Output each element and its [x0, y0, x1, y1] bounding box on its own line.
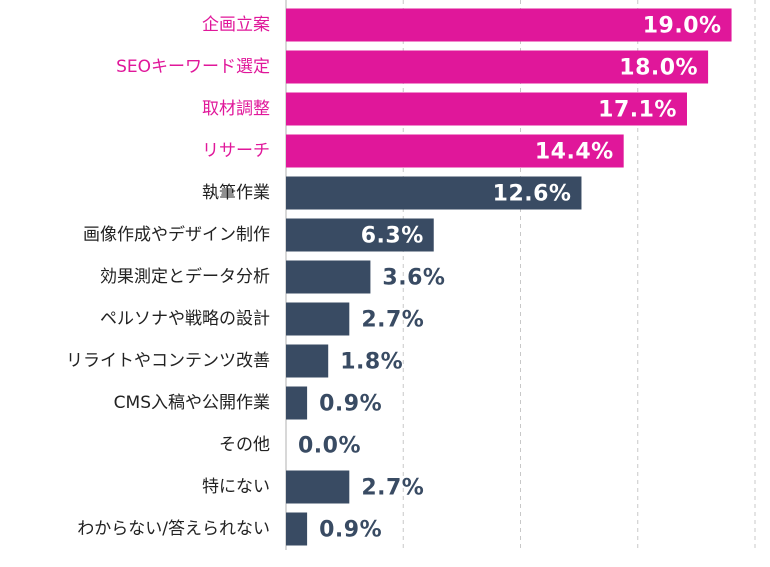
category-label: ペルソナや戦略の設計 — [100, 309, 270, 329]
bar — [286, 386, 308, 420]
category-label: SEOキーワード選定 — [116, 57, 270, 77]
bar — [286, 512, 308, 546]
bar — [286, 176, 582, 210]
value-label: 0.9% — [319, 518, 382, 543]
value-label: 0.0% — [298, 434, 361, 459]
category-label: 執筆作業 — [202, 183, 270, 203]
value-label: 6.3% — [361, 224, 424, 249]
category-label: その他 — [219, 435, 270, 455]
category-label: わからない/答えられない — [77, 519, 270, 539]
value-label: 2.7% — [361, 476, 424, 501]
category-label: 取材調整 — [202, 99, 270, 119]
category-label: リライトやコンテンツ改善 — [66, 351, 270, 371]
bar — [286, 92, 687, 126]
value-label: 12.6% — [493, 182, 572, 207]
category-label: 効果測定とデータ分析 — [100, 266, 270, 287]
value-label: 1.8% — [340, 350, 403, 375]
value-labels: 19.0% 18.0% 17.1% 14.4% 12.6% 6.3% 3.6% 2.7% 1.8… — [298, 14, 722, 543]
category-label: 企画立案 — [202, 15, 270, 35]
bar — [286, 50, 709, 84]
value-label: 3.6% — [382, 266, 445, 291]
value-label: 19.0% — [643, 14, 722, 39]
bar — [286, 218, 434, 252]
value-label: 17.1% — [598, 98, 677, 123]
bar — [286, 8, 732, 42]
value-label: 14.4% — [535, 140, 614, 165]
bar — [286, 260, 371, 294]
value-label: 2.7% — [361, 308, 424, 333]
bar — [286, 134, 624, 168]
category-label: 画像作成やデザイン制作 — [83, 224, 270, 245]
bar — [286, 470, 350, 504]
category-labels: 企画立案 SEOキーワード選定取材調整リサーチ執筆作業画像作成やデザイン制作効果測… — [66, 15, 270, 539]
bar — [286, 302, 350, 336]
bars — [286, 8, 732, 546]
value-label: 0.9% — [319, 392, 382, 417]
category-label: 特にない — [202, 477, 270, 497]
bar — [286, 344, 329, 378]
category-label: CMS入稿や公開作業 — [114, 393, 270, 413]
value-label: 18.0% — [619, 56, 698, 81]
category-label: リサーチ — [202, 141, 270, 161]
